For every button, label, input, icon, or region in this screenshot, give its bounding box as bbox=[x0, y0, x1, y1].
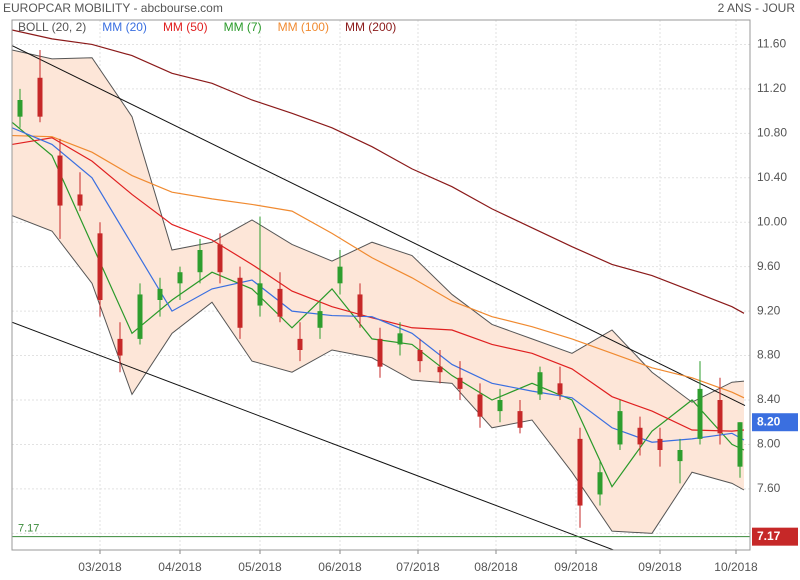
candle-body bbox=[697, 388, 703, 439]
candle-body bbox=[637, 427, 643, 445]
last-price-label: 8.20 bbox=[757, 414, 781, 428]
last-price-tag bbox=[752, 413, 798, 432]
y-tick-label: 8.40 bbox=[757, 392, 781, 406]
candle-body bbox=[457, 377, 463, 389]
candle-body bbox=[57, 155, 63, 206]
legend-entry: MM (100) bbox=[278, 20, 329, 34]
plot-border bbox=[11, 19, 751, 551]
moving-average bbox=[12, 29, 745, 314]
chart-title: EUROPCAR MOBILITY - abcbourse.com bbox=[3, 1, 223, 15]
candle-body bbox=[257, 283, 263, 306]
y-tick-label: 10.80 bbox=[757, 126, 787, 140]
candle-body bbox=[737, 422, 743, 467]
legend-entry: BOLL (20, 2) bbox=[18, 20, 86, 34]
y-tick-label: 9.60 bbox=[757, 259, 781, 273]
y-tick-label: 10.40 bbox=[757, 170, 787, 184]
x-tick-label: 06/2018 bbox=[318, 560, 362, 574]
candle-body bbox=[177, 272, 183, 284]
candle-body bbox=[277, 288, 283, 317]
y-tick-label: 8.00 bbox=[757, 437, 781, 451]
plot-area bbox=[12, 29, 750, 550]
axes: 11.60 11.20 10.80 10.40 10.00 9.60 9.20 8.80 8.4… bbox=[11, 19, 798, 574]
candle-body bbox=[137, 294, 143, 339]
candle-body bbox=[297, 338, 303, 350]
candle-body bbox=[657, 438, 663, 450]
candle-body bbox=[717, 400, 723, 434]
candle-body bbox=[417, 350, 423, 362]
band-fill bbox=[12, 50, 744, 534]
legend-entry: MM (200) bbox=[345, 20, 396, 34]
y-tick-label: 9.20 bbox=[757, 303, 781, 317]
candle-body bbox=[37, 77, 43, 117]
candle-body bbox=[477, 394, 483, 417]
candle-body bbox=[377, 338, 383, 367]
candle-body bbox=[317, 311, 323, 328]
chart-subtitle: 2 ANS - JOUR bbox=[718, 1, 796, 15]
candle-body bbox=[237, 277, 243, 328]
y-tick-label: 11.20 bbox=[757, 81, 786, 95]
candle-body bbox=[537, 372, 543, 395]
candle-body bbox=[497, 400, 503, 412]
trend-line bbox=[12, 321, 616, 550]
candle-body bbox=[577, 438, 583, 506]
candle-body bbox=[117, 338, 123, 356]
legend-entry: MM (20) bbox=[102, 20, 147, 34]
candle-body bbox=[97, 233, 103, 300]
x-tick-label: 03/2018 bbox=[78, 560, 122, 574]
candle-body bbox=[17, 100, 23, 117]
candle-body bbox=[397, 333, 403, 345]
candle-body bbox=[517, 411, 523, 428]
candle-body bbox=[437, 366, 443, 373]
y-tick-label: 7.60 bbox=[757, 481, 781, 495]
support-tag bbox=[752, 527, 798, 546]
moving-average bbox=[12, 137, 745, 432]
y-tick-label: 11.60 bbox=[757, 37, 786, 51]
candle-body bbox=[677, 450, 683, 462]
x-tick-label: 09/2018 bbox=[638, 560, 682, 574]
x-tick-label: 05/2018 bbox=[238, 560, 282, 574]
support-tag-label: 7.17 bbox=[757, 529, 781, 543]
candle-body bbox=[597, 472, 603, 495]
x-tick-label: 04/2018 bbox=[158, 560, 202, 574]
support-label: 7.17 bbox=[18, 523, 39, 535]
trend-line bbox=[12, 45, 746, 407]
moving-average bbox=[12, 134, 745, 399]
legend-entry: MM (50) bbox=[163, 20, 208, 34]
moving-average bbox=[12, 127, 745, 443]
y-tick-label: 8.80 bbox=[757, 348, 781, 362]
candle-body bbox=[197, 250, 203, 273]
x-tick-label: 08/2018 bbox=[474, 560, 518, 574]
candle-body bbox=[157, 288, 163, 300]
x-tick-label: 07/2018 bbox=[396, 560, 440, 574]
candle-body bbox=[357, 294, 363, 317]
y-tick-label: 10.00 bbox=[757, 214, 787, 228]
x-tick-label: 09/2018 bbox=[554, 560, 598, 574]
legend-entry: MM (7) bbox=[224, 20, 262, 34]
candle-body bbox=[217, 244, 223, 273]
candle-body bbox=[337, 266, 343, 284]
x-tick-label: 10/2018 bbox=[714, 560, 758, 574]
candle-body bbox=[77, 194, 83, 206]
candle-body bbox=[557, 383, 563, 395]
candle-body bbox=[617, 411, 623, 445]
band-lower bbox=[12, 215, 745, 534]
